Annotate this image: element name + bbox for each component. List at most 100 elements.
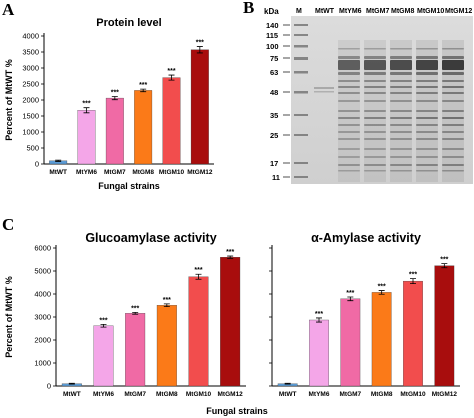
gel-band [338, 92, 360, 94]
gel-lane-smear [364, 40, 386, 182]
marker-25: 25 [270, 131, 278, 140]
gel-band [390, 72, 412, 75]
gel-lane-label-mtwt: MtWT [315, 8, 335, 15]
gel-band [390, 164, 412, 166]
protein-y-tick-label: 4000 [22, 32, 39, 41]
gel-lane-label-mtgm8: MtGM8 [391, 8, 414, 15]
protein-significance-label: *** [111, 89, 119, 96]
protein-category-label: MtWT [49, 169, 67, 176]
glucoamylase-significance-label: *** [194, 267, 202, 274]
glucoamylase-category-label: MtYM6 [93, 391, 114, 398]
gel-band [364, 80, 386, 82]
protein-significance-label: *** [196, 40, 204, 47]
protein-y-tick-label: 1000 [22, 128, 39, 137]
glucoamylase-y-tick-label: 6000 [34, 244, 51, 253]
gel-lane-label-mtym6: MtYM6 [339, 8, 362, 15]
protein-y-tick-label: 3500 [22, 48, 39, 57]
protein-bar-mtym6 [77, 110, 96, 165]
gel-band [390, 124, 412, 126]
protein-category-label: MtGM7 [104, 169, 126, 176]
gel-band [416, 56, 438, 59]
protein-category-label: MtGM10 [159, 169, 185, 176]
gel-lane-label-mtgm10: MtGM10 [417, 8, 444, 15]
gel-band [416, 86, 438, 88]
protein-error-bar [140, 88, 147, 93]
glucoamylase-category-label: MtGM7 [124, 391, 146, 398]
amylase-category-label: MtYM6 [309, 391, 330, 398]
gel-background [291, 16, 473, 184]
amylase-category-label: MtWT [279, 391, 297, 398]
protein-significance-label: *** [167, 68, 175, 75]
gel-band [390, 60, 412, 70]
protein-y-tick-label: 2000 [22, 96, 39, 105]
gel-lane-smear [338, 40, 360, 182]
glucoamylase-error-bar [100, 323, 107, 328]
protein-bar-mtgm12 [190, 49, 209, 165]
gel-band [338, 80, 360, 82]
glucoamylase-y-tick-label: 4000 [34, 290, 51, 299]
protein-y-tick-label: 3000 [22, 64, 39, 73]
protein-error-bar [111, 96, 118, 101]
gel-band [416, 60, 438, 70]
gel-band [338, 100, 360, 102]
gel-band [338, 138, 360, 140]
marker-48: 48 [270, 88, 278, 97]
glucoamylase-category-label: MtGM10 [186, 391, 212, 398]
amylase-category-label: MtGM8 [371, 391, 393, 398]
glucoamylase-error-bar [163, 303, 170, 308]
glucoamylase-error-bar [132, 312, 139, 315]
glucoamylase-significance-label: *** [131, 305, 139, 312]
sds-page-gel: kDa M MtWT MtYM6 MtGM7 MtGM8 MtGM10 MtGM… [264, 7, 473, 184]
protein-y-tick-label: 500 [26, 144, 39, 153]
gel-band [364, 86, 386, 88]
glucoamylase-bar-mtgm12 [220, 257, 241, 387]
glucoamylase-significance-label: *** [163, 297, 171, 304]
gel-band [416, 110, 438, 112]
glucoamylase-bar-mtgm10 [188, 276, 209, 387]
amylase-category-label: MtGM7 [339, 391, 361, 398]
gel-band [390, 138, 412, 140]
gel-band [442, 170, 464, 172]
glucoamylase-significance-label: *** [226, 249, 234, 256]
protein-error-bar [83, 107, 90, 114]
protein-category-label: MtYM6 [76, 169, 97, 176]
gel-band [442, 110, 464, 112]
gel-lane-label-mtgm12: MtGM12 [445, 8, 472, 15]
amylase-error-bar [378, 290, 385, 295]
glucoamylase-error-bar [195, 273, 202, 280]
gel-band [442, 148, 464, 150]
gel-lane-smear [416, 40, 438, 182]
gel-band [338, 164, 360, 166]
gel-band [390, 156, 412, 158]
gel-band [390, 80, 412, 82]
gel-band [338, 56, 360, 59]
gel-band [390, 56, 412, 59]
gel-band [338, 48, 360, 50]
gel-band [416, 80, 438, 82]
glucoamylase-bar-mtgm8 [156, 305, 177, 387]
gel-band [442, 72, 464, 75]
protein-chart-title: Protein level [96, 17, 161, 29]
gel-band [364, 110, 386, 112]
protein-bar-mtgm7 [105, 97, 124, 165]
glucoamylase-bar-mtgm7 [125, 313, 146, 387]
gel-lane-smear [442, 40, 464, 182]
gel-band [390, 170, 412, 172]
gel-band [442, 48, 464, 50]
glucoamylase-bar-mtym6 [93, 325, 114, 387]
gel-band [364, 138, 386, 140]
amylase-bar-mtgm7 [340, 298, 361, 387]
gel-band [338, 124, 360, 126]
glucoamylase-category-label: MtGM12 [218, 391, 244, 398]
amylase-significance-label: *** [378, 284, 386, 291]
protein-x-axis-label: Fungal strains [98, 181, 160, 191]
marker-35: 35 [270, 111, 278, 120]
gel-marker-lane-label: M [296, 8, 302, 15]
glucoamylase-y-tick-label: 0 [47, 382, 51, 391]
amylase-error-bar [347, 296, 354, 302]
marker-17: 17 [270, 159, 278, 168]
glucoamylase-significance-label: *** [99, 317, 107, 324]
gel-band [364, 48, 386, 50]
gel-lane-label-mtgm7: MtGM7 [366, 8, 389, 15]
